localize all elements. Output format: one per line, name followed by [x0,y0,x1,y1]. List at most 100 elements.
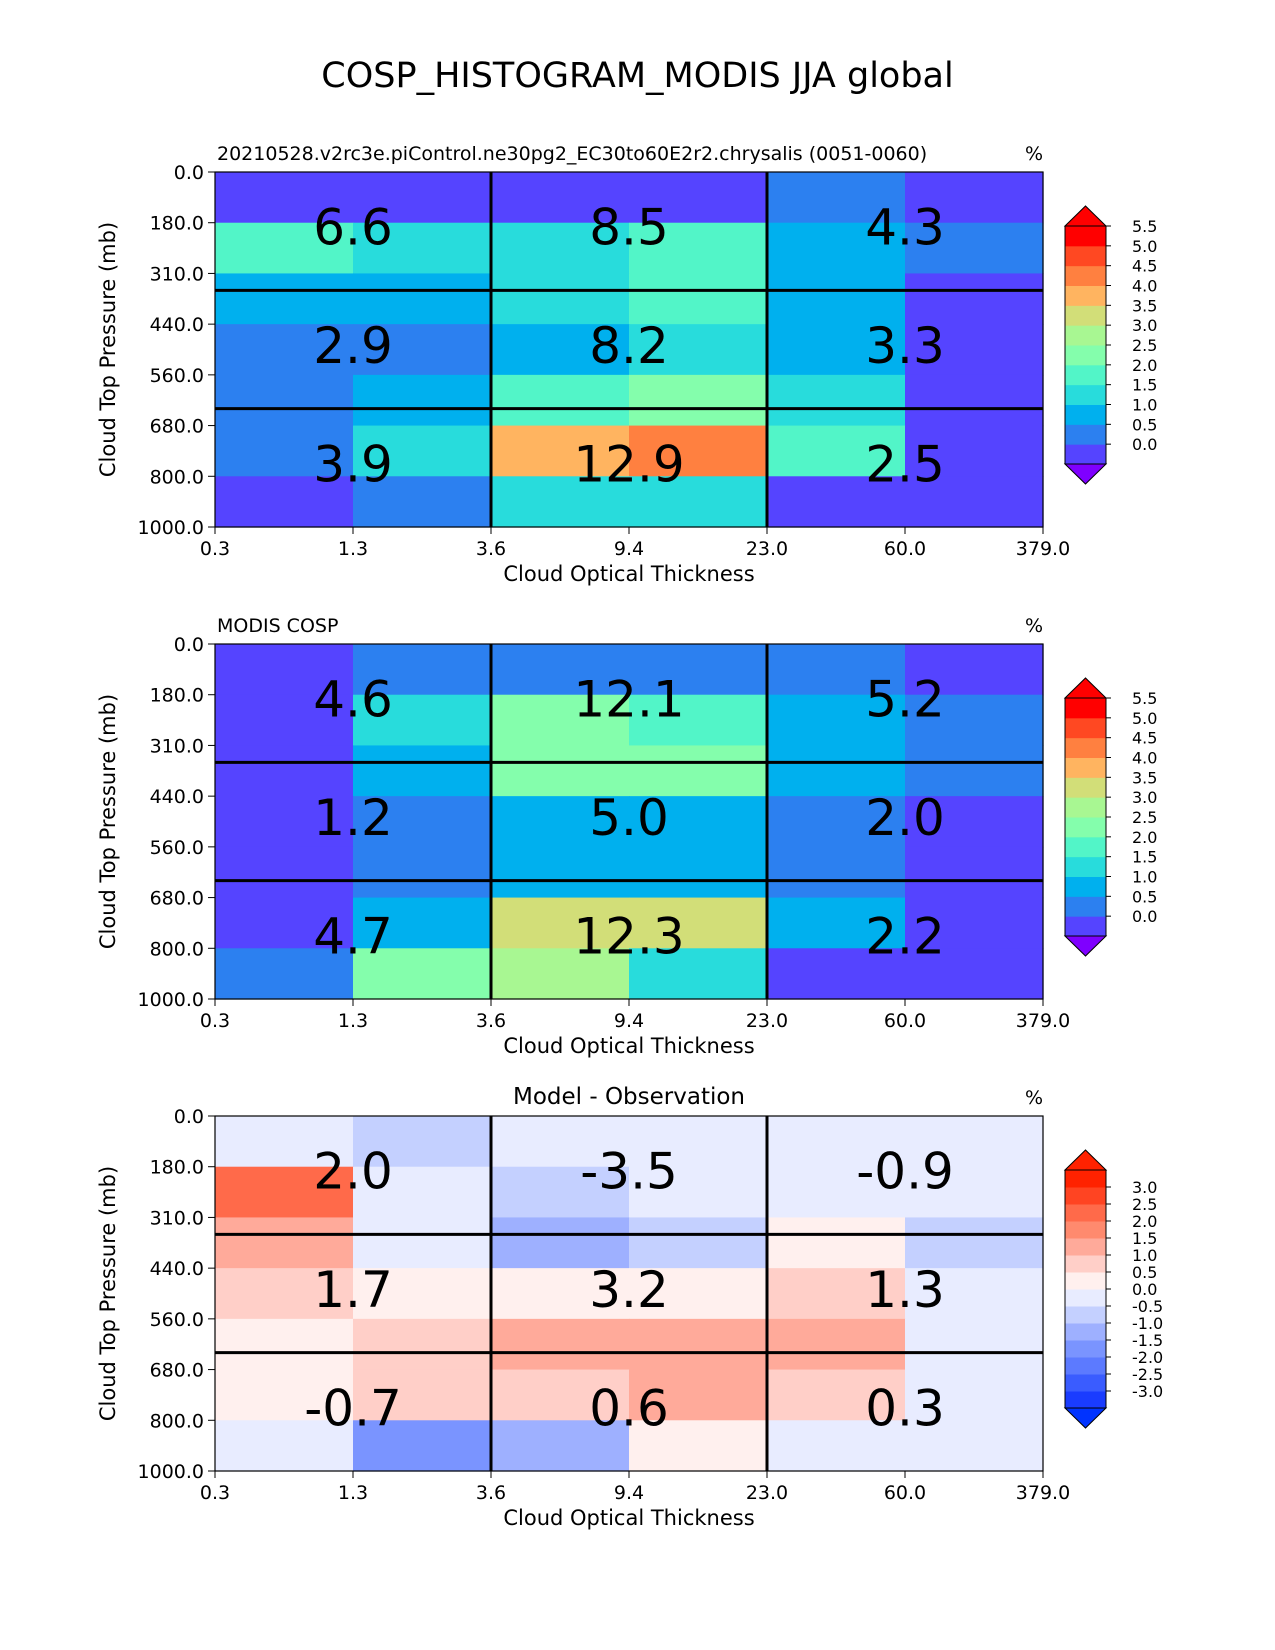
cell-annotation: 1.3 [865,1261,945,1319]
heatmap-cell [491,1217,630,1269]
x-tick-label: 23.0 [746,1010,788,1032]
heatmap-cell [215,222,354,275]
heatmap-cell [353,846,492,899]
heatmap-cell [905,897,1044,949]
heatmap-cell [629,1369,768,1421]
heatmap-cell [629,476,768,528]
cell-annotation: 2.9 [313,317,393,375]
heatmap-cell [905,745,1044,797]
colorbar-swatch [1065,916,1106,937]
x-tick-label: 23.0 [746,1482,788,1504]
cell-annotation: 6.6 [313,199,393,257]
y-tick-label: 310.0 [150,735,204,757]
x-tick-label: 379.0 [1016,1482,1070,1504]
y-tick-label: 1000.0 [138,989,204,1011]
colorbar-swatch [1065,856,1106,877]
heatmap-cell [215,897,354,949]
heatmap-cell [629,425,768,477]
heatmap-cell [905,324,1044,376]
colorbar-swatch [1065,1340,1106,1358]
heatmap-cell [767,222,906,275]
heatmap-cell [767,745,906,797]
heatmap-cell [215,1116,354,1168]
heatmap-cell [491,694,630,747]
heatmap-cell [353,948,492,1000]
y-tick-label: 560.0 [150,365,204,387]
heatmap-cell [491,796,630,848]
cell-annotation: 2.0 [313,1143,393,1201]
heatmap-cell [353,1318,492,1371]
colorbar-swatch [1065,737,1106,758]
x-axis-label: Cloud Optical Thickness [503,562,754,586]
heatmap-cell [215,1369,354,1421]
colorbar-tick-label: -1.0 [1132,1314,1163,1333]
x-tick-label: 379.0 [1016,538,1070,560]
colorbar-swatch [1065,876,1106,897]
heatmap-cell [491,1369,630,1421]
heatmap-cell [767,796,906,848]
x-tick-label: 60.0 [884,1010,926,1032]
colorbar-extend-max [1063,205,1108,227]
heatmap-cell [767,897,906,949]
heatmap-cell [215,425,354,477]
heatmap-cell [767,1268,906,1320]
x-tick-label: 1.3 [338,1010,368,1032]
colorbar-swatch [1065,1272,1106,1290]
heatmap-cell [353,273,492,325]
heatmap-cell [491,273,630,325]
colorbar-tick-label: 5.5 [1132,217,1157,236]
x-tick-label: 23.0 [746,538,788,560]
units-label: % [1025,615,1043,637]
y-tick-label: 0.0 [174,1106,204,1128]
colorbar-tick-label: 0.0 [1132,1280,1157,1299]
cell-annotation: 12.9 [573,435,684,493]
heatmap-cell [491,425,630,477]
colorbar-tick-label: 3.0 [1132,788,1157,807]
colorbar-tick-label: 3.5 [1132,296,1157,315]
colorbar-tick-label: 5.5 [1132,689,1157,708]
y-tick-label: 0.0 [174,162,204,184]
y-tick-label: 0.0 [174,634,204,656]
colorbar-tick-label: 0.0 [1132,907,1157,926]
heatmap-cell [353,745,492,797]
y-tick-label: 180.0 [150,1157,204,1179]
colorbar-tick-label: 1.0 [1132,1246,1157,1265]
colorbar-tick-label: 4.5 [1132,257,1157,276]
heatmap-cell [629,1217,768,1269]
heatmap-cell [767,846,906,899]
heatmap-cell [767,374,906,427]
heatmap-cell [215,1217,354,1269]
colorbar-swatch [1065,757,1106,778]
colorbar-swatch [1065,325,1106,346]
cell-annotation: 2.5 [865,435,945,493]
cell-annotation: -0.7 [304,1379,402,1437]
x-tick-label: 1.3 [338,538,368,560]
x-tick-label: 0.3 [200,538,230,560]
heatmap-cell [905,1369,1044,1421]
heatmap-cell [491,222,630,275]
colorbar-tick-label: 0.0 [1132,435,1157,454]
cell-annotation: 0.3 [865,1379,945,1437]
units-label: % [1025,1087,1043,1109]
cell-annotation: 4.3 [865,199,945,257]
colorbar-swatch [1065,817,1106,838]
colorbar-tick-label: 2.5 [1132,808,1157,827]
y-tick-label: 310.0 [150,1207,204,1229]
heatmap-cell [767,324,906,376]
y-tick-label: 560.0 [150,1309,204,1331]
x-axis-label: Cloud Optical Thickness [503,1506,754,1530]
colorbar-tick-label: 2.0 [1132,1212,1157,1231]
x-axis-label: Cloud Optical Thickness [503,1034,754,1058]
heatmap-cell [905,644,1044,696]
colorbar-extend-max [1063,677,1108,699]
x-tick-label: 60.0 [884,1482,926,1504]
heatmap-cell [491,374,630,427]
colorbar-tick-label: 5.0 [1132,709,1157,728]
heatmap-cell [629,222,768,275]
heatmap-cell [491,745,630,797]
heatmap-cell [905,846,1044,899]
cell-annotation: -3.5 [580,1143,678,1201]
colorbar-tick-label: 0.5 [1132,415,1157,434]
colorbar-tick-label: 2.0 [1132,828,1157,847]
heatmap-cell [353,1268,492,1320]
